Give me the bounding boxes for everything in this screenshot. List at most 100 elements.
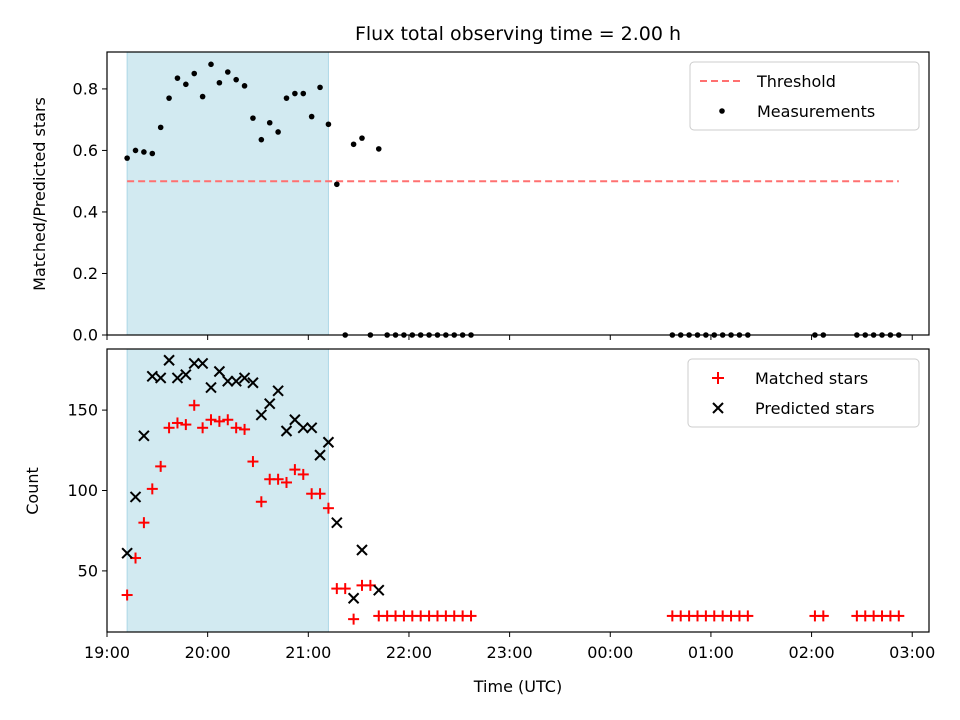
legend-predicted-swatch (712, 402, 724, 414)
matched-point (163, 422, 175, 434)
top-y-tick-label: 0.6 (73, 141, 98, 160)
matched-point (339, 583, 351, 595)
x-tick-label: 23:00 (487, 643, 533, 662)
predicted-point (213, 365, 226, 378)
bottom-y-tick-label: 150 (67, 401, 98, 420)
measurement-point (334, 181, 340, 188)
measurement-point (266, 119, 273, 126)
predicted-point (280, 425, 293, 437)
top-y-tick-label: 0.2 (73, 264, 98, 283)
predicted-point (154, 372, 167, 384)
matched-point (205, 414, 217, 426)
matched-point (230, 422, 242, 434)
shaded-span (126, 51, 329, 336)
top-y-tick-label: 0.0 (73, 326, 98, 345)
predicted-point (347, 592, 360, 604)
measurement-point (375, 146, 382, 152)
predicted-point (373, 584, 385, 596)
predicted-point (322, 436, 335, 448)
matched-point (213, 415, 225, 427)
predicted-point (121, 547, 133, 559)
shaded-span (126, 348, 329, 633)
predicted-point (188, 357, 200, 370)
measurement-point (350, 141, 357, 148)
matched-point (138, 517, 150, 529)
bottom-xlabel: Time (UTC) (473, 677, 562, 696)
predicted-point (255, 409, 268, 421)
matched-point (222, 414, 234, 426)
top-axes-frame (106, 51, 930, 336)
predicted-point (205, 381, 217, 394)
bottom-panel: 19:00 20:00 21:00 22:00 23:00 00:00 01:00 02:00… (23, 348, 935, 696)
predicted-point (297, 422, 309, 434)
measurement-point (241, 83, 248, 89)
matched-point (255, 496, 267, 508)
legend-matched-label: Matched stars (755, 369, 868, 388)
measurement-point (325, 121, 332, 128)
x-tick-label: 20:00 (185, 643, 231, 662)
matched-point (180, 419, 192, 431)
bottom-legend-box (687, 358, 920, 428)
x-tick-label: 02:00 (789, 643, 835, 662)
matched-point (171, 417, 183, 429)
predicted-point (264, 397, 276, 410)
bottom-ylabel: Count (23, 467, 42, 515)
x-tick-label: 01:00 (688, 643, 734, 662)
top-legend: Threshold Measurements (689, 61, 920, 131)
measurement-point (174, 75, 181, 81)
measurement-point (275, 129, 281, 135)
matched-point (280, 476, 292, 488)
predicted-point (305, 422, 318, 434)
legend-predicted-label: Predicted stars (755, 399, 875, 418)
measurement-point (132, 147, 139, 154)
measurement-point (233, 76, 239, 83)
chart-title: Flux total observing time = 2.00 h (355, 23, 681, 45)
predicted-point (138, 430, 150, 442)
matched-point (817, 610, 829, 622)
x-tick-label: 19:00 (84, 643, 130, 662)
legend-threshold-label: Threshold (756, 72, 836, 91)
x-tick-label: 22:00 (386, 643, 432, 662)
matched-point (239, 423, 251, 435)
measurement-point (199, 93, 206, 100)
predicted-point (171, 372, 184, 384)
matched-point (465, 610, 477, 622)
top-ylabel: Matched/Predicted stars (30, 97, 49, 291)
measurement-point (124, 155, 130, 161)
measurement-point (308, 113, 315, 120)
predicted-point (356, 544, 368, 556)
predicted-point (314, 449, 326, 461)
measurement-point (191, 70, 198, 77)
matched-point (188, 399, 200, 411)
measurement-point (208, 61, 214, 68)
predicted-point (180, 369, 192, 381)
matched-point (155, 460, 167, 472)
measurement-point (359, 135, 365, 141)
measurement-point (149, 150, 156, 157)
predicted-point (331, 516, 343, 529)
measurement-point (224, 69, 231, 75)
matched-point (197, 422, 209, 434)
matched-point (322, 502, 334, 514)
matched-point (289, 464, 301, 476)
legend-measurements-swatch (719, 108, 725, 114)
bottom-y-tick-label: 50 (78, 561, 98, 580)
legend-measurements-label: Measurements (757, 102, 875, 121)
measurement-point (317, 84, 323, 91)
measurement-point (292, 90, 298, 97)
predicted-point (222, 375, 234, 387)
bottom-y-tick-label: 100 (67, 481, 98, 500)
measurement-point (283, 95, 290, 101)
matched-point (247, 456, 259, 468)
x-tick-label: 21:00 (285, 643, 331, 662)
matched-point (146, 483, 158, 495)
legend-matched-swatch (712, 372, 724, 384)
matched-point (742, 610, 754, 622)
predicted-point (247, 377, 259, 389)
x-tick-label: 00:00 (587, 643, 633, 662)
x-tick-label: 03:00 (889, 643, 935, 662)
matched-point (121, 589, 133, 601)
measurement-point (157, 124, 164, 131)
matched-point (272, 473, 284, 485)
